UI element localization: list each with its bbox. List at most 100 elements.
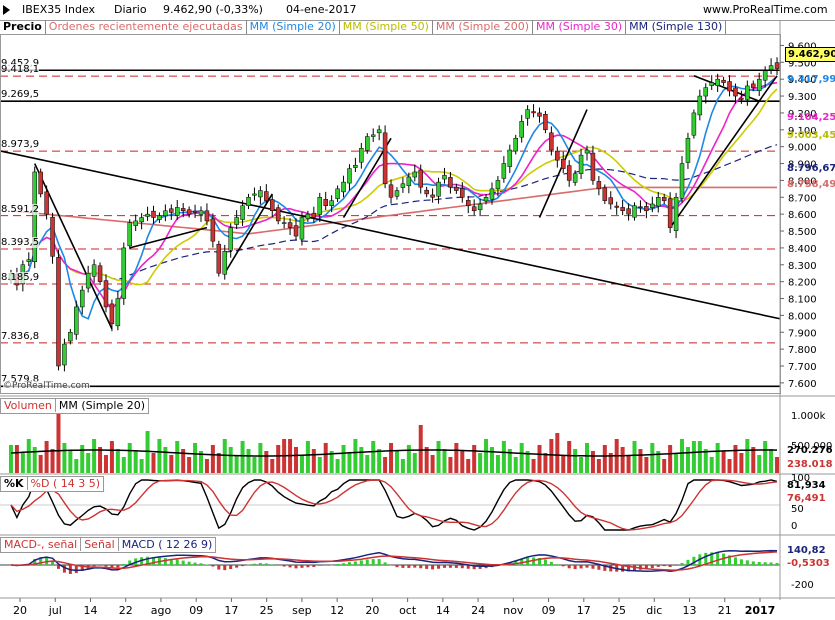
candle-down (388, 184, 394, 198)
macd-hist-bar (318, 565, 322, 566)
candle (412, 164, 418, 182)
trend-line (0, 150, 781, 320)
candle (762, 66, 768, 88)
x-tick-label: 25 (612, 604, 626, 617)
candle (281, 216, 287, 229)
volume-bar (650, 443, 655, 473)
legend-mm30[interactable]: MM (Simple 30) (533, 20, 627, 34)
y-tick-label: 8.700 (788, 193, 817, 204)
candle (489, 182, 495, 205)
volume-bar (389, 443, 394, 473)
volume-bar (608, 453, 613, 473)
candle-up (745, 85, 750, 100)
macd-hist-bar (163, 558, 167, 565)
volume-title: Volumen MM (Simple 20) (0, 398, 150, 414)
legend-ordenes[interactable]: Órdenes recientemente ejecutadas (46, 20, 247, 34)
menu-arrow-icon[interactable] (2, 4, 11, 16)
candle (715, 73, 720, 93)
candle-up (477, 203, 483, 211)
candle-down (626, 208, 631, 215)
candle-up (157, 215, 162, 220)
candle (335, 185, 340, 203)
legend-mm20[interactable]: MM (Simple 20) (247, 20, 340, 34)
candle (448, 171, 453, 194)
legend-precio[interactable]: Precio (0, 20, 46, 34)
candle (234, 210, 239, 230)
candle-up (74, 306, 79, 335)
macd-hist-bar (739, 559, 743, 565)
volume-bar (127, 443, 132, 473)
candle-up (145, 213, 150, 217)
volume-bar (674, 453, 679, 473)
volume-bar (745, 439, 750, 473)
macd-hist-bar (347, 562, 351, 565)
volume-bar (543, 453, 548, 473)
x-tick-label: 13 (683, 604, 697, 617)
candle (32, 166, 37, 269)
price-legend: Precio Órdenes recientemente ejecutadas MM… (0, 20, 727, 34)
macd-hist-bar (205, 564, 209, 566)
y-tick-label: 7.800 (788, 345, 817, 356)
stoch-k-line (10, 478, 778, 531)
candle (323, 191, 328, 211)
volume-bar (703, 449, 708, 473)
x-tick-label: jul (48, 604, 62, 617)
watermark: ©ProRealTime.com (3, 381, 90, 391)
candle (26, 252, 32, 267)
candle (216, 240, 222, 277)
volume-bar (44, 441, 49, 473)
volume-bar (715, 443, 720, 473)
candle-up (513, 137, 518, 152)
volume-bar (442, 449, 447, 473)
volume-bar (317, 457, 322, 473)
candle-down (424, 189, 429, 195)
candle-down (667, 198, 673, 228)
macd-hist-bar (454, 565, 458, 568)
macd-hist-bar (371, 559, 375, 565)
volume-bar (460, 451, 465, 473)
x-tick-label: 14 (83, 604, 97, 617)
macd-hist-bar (199, 563, 203, 565)
volume-bar (103, 455, 108, 473)
macd-hist-bar (680, 562, 684, 565)
macd-hist-bar (650, 565, 654, 569)
tag-stoch-d: 76,491 (787, 493, 826, 504)
candle-down (774, 62, 780, 69)
candle (465, 195, 471, 214)
candle-up (317, 197, 323, 215)
candle (460, 182, 465, 203)
candle (519, 114, 524, 143)
macd-hist-bar (431, 565, 435, 570)
macd-hist-bar (775, 563, 779, 565)
macd-hist-bar (692, 556, 696, 565)
macd-hist-bar (769, 562, 773, 565)
volume-bar (561, 455, 566, 473)
candle (656, 191, 661, 213)
candle (341, 175, 346, 198)
macd-hist-bar (211, 565, 215, 567)
macd-hist-bar (264, 563, 268, 565)
level-label: 7.579,8 (1, 374, 40, 386)
macd-hist-bar (74, 565, 78, 573)
site-label: www.ProRealTime.com (703, 3, 828, 16)
macd-hist-bar (537, 557, 541, 565)
volume-bar (418, 425, 423, 473)
candle (691, 109, 697, 139)
volume-bar (341, 445, 346, 473)
candle-down (270, 199, 275, 212)
candle-down (97, 265, 103, 282)
macd-hist-bar (92, 565, 96, 567)
candle (483, 193, 489, 205)
candle-up (762, 70, 768, 81)
legend-mm130[interactable]: MM (Simple 130) (626, 20, 727, 34)
volume-bar (727, 459, 732, 473)
candle (537, 107, 542, 123)
tag-stoch-k: 81,934 (787, 480, 826, 491)
candle (442, 167, 447, 184)
candle (305, 210, 311, 222)
legend-mm200[interactable]: MM (Simple 200) (433, 20, 533, 34)
macd-hist-bar (401, 565, 405, 568)
last-price-label: 9.462,90 (-0,33%) (163, 3, 263, 16)
legend-mm50[interactable]: MM (Simple 50) (340, 20, 433, 34)
